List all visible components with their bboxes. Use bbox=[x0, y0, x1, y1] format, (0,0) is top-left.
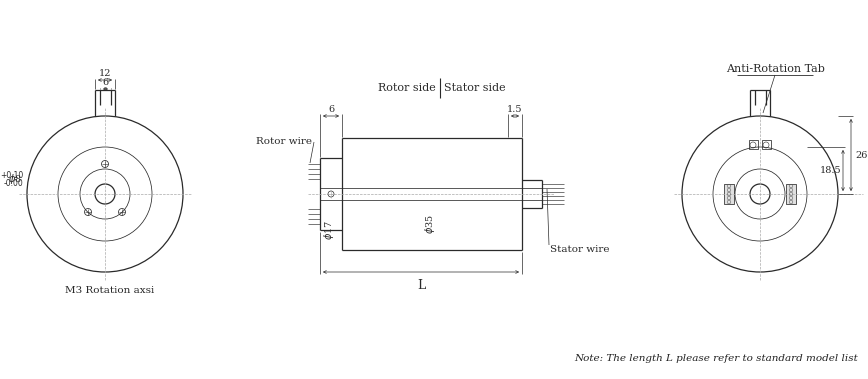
Text: M3 Rotation axsi: M3 Rotation axsi bbox=[65, 286, 155, 295]
Bar bbox=[762, 140, 771, 149]
Text: 18.5: 18.5 bbox=[819, 166, 841, 175]
Text: Rotor side: Rotor side bbox=[378, 83, 436, 93]
Bar bbox=[749, 140, 758, 149]
Text: 26.5: 26.5 bbox=[855, 150, 868, 160]
Bar bbox=[724, 184, 734, 204]
Text: 1.5: 1.5 bbox=[507, 105, 523, 114]
Text: L: L bbox=[417, 279, 425, 292]
Text: -0.00: -0.00 bbox=[3, 179, 23, 188]
Text: Stator wire: Stator wire bbox=[550, 244, 609, 254]
Bar bbox=[786, 184, 796, 204]
Text: Stator side: Stator side bbox=[444, 83, 506, 93]
Text: +0.10: +0.10 bbox=[0, 171, 23, 180]
Text: $\phi$8: $\phi$8 bbox=[8, 172, 22, 186]
Text: $\phi$35: $\phi$35 bbox=[423, 214, 437, 234]
Text: 6: 6 bbox=[102, 78, 108, 87]
Text: Note: The length L please refer to standard model list: Note: The length L please refer to stand… bbox=[575, 354, 858, 363]
Text: 6: 6 bbox=[328, 105, 334, 114]
Text: Rotor wire: Rotor wire bbox=[256, 138, 312, 147]
Text: Anti-Rotation Tab: Anti-Rotation Tab bbox=[726, 64, 825, 74]
Text: $\phi$17: $\phi$17 bbox=[322, 220, 336, 240]
Text: 12: 12 bbox=[99, 69, 111, 78]
